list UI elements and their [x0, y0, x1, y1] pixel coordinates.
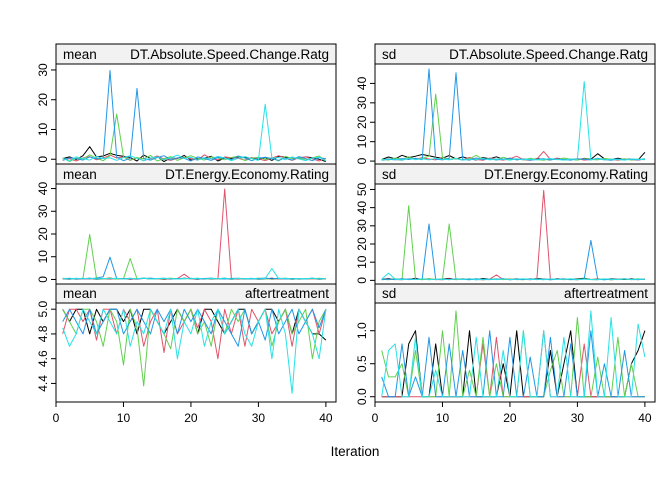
y-tick-label: 10	[36, 250, 50, 264]
x-tick-label: 30	[252, 411, 266, 425]
strip-stat-label: mean	[63, 167, 97, 182]
x-tick-label: 40	[638, 411, 652, 425]
x-tick-label: 10	[436, 411, 450, 425]
panel-sd-dt-absolute-speed-change-ratg: sd DT.Absolute.Speed.Change.Ratg 0 10 20 30 40	[355, 43, 656, 165]
panel-area	[56, 64, 336, 164]
y-tick-label: 30	[355, 219, 369, 233]
strip-variable-label: DT.Absolute.Speed.Change.Ratg	[130, 47, 329, 62]
panel-area	[375, 184, 655, 284]
y-axis: 0 10 20 30 40 50	[355, 182, 375, 284]
x-tick-label: 20	[503, 411, 517, 425]
y-tick-label: 20	[36, 227, 50, 241]
panel-area	[56, 184, 336, 284]
y-tick-label: 0.0	[355, 388, 369, 405]
y-axis: 0 10 20 30 40	[355, 76, 375, 164]
series-line-5	[381, 81, 645, 161]
strip-stat-label: sd	[382, 286, 396, 301]
panel-mean-dt-energy-economy-rating: mean DT.Energy.Economy.Rating 0 10 20 30 40	[36, 163, 337, 285]
y-tick-label: 0	[355, 277, 369, 284]
y-tick-label: 20	[355, 237, 369, 251]
x-axis-title: Iteration	[331, 444, 380, 459]
y-tick-label: 0.5	[355, 355, 369, 372]
series-line-5	[381, 310, 646, 398]
series-line-5	[381, 272, 645, 281]
panel-frame	[55, 302, 337, 403]
y-axis: 0 10 20 30	[36, 63, 56, 163]
x-tick-label: 20	[184, 411, 198, 425]
strip-variable-label: aftertreatment	[564, 286, 648, 301]
x-tick-label: 40	[319, 411, 333, 425]
y-tick-label: 30	[36, 63, 50, 77]
y-tick-label: 30	[36, 204, 50, 218]
y-tick-label: 40	[355, 201, 369, 215]
y-tick-label: 10	[36, 122, 50, 136]
strip-stat-label: sd	[382, 167, 396, 182]
y-tick-label: 4.8	[36, 325, 50, 342]
panel-area	[375, 64, 655, 164]
x-tick-label: 0	[372, 411, 379, 425]
y-tick-label: 20	[36, 93, 50, 107]
x-tick-label: 10	[117, 411, 131, 425]
y-tick-label: 0	[36, 156, 50, 163]
strip-stat-label: sd	[382, 47, 396, 62]
y-tick-label: 40	[36, 182, 50, 196]
y-axis: 0.0 0.5 1.0	[355, 322, 375, 405]
series-line-4	[381, 330, 645, 398]
y-tick-label: 10	[355, 135, 369, 149]
strip-stat-label: mean	[63, 47, 97, 62]
y-tick-label: 4.4	[36, 375, 50, 392]
strip-variable-label: DT.Energy.Economy.Rating	[165, 167, 329, 182]
y-axis: 4.4 4.6 4.8 5.0	[36, 301, 56, 392]
y-tick-label: 0	[36, 276, 50, 283]
strip-variable-label: aftertreatment	[245, 286, 329, 301]
x-tick-label: 30	[571, 411, 585, 425]
x-axis: 0 10 20 30 40	[372, 402, 652, 425]
y-tick-label: 5.0	[36, 301, 50, 318]
panel-mean-aftertreatment: mean aftertreatment 4.4 4.6 4.8 5.0 0 10 20 30 40	[36, 283, 337, 425]
y-tick-label: 1.0	[355, 322, 369, 339]
y-tick-label: 30	[355, 96, 369, 110]
y-tick-label: 20	[355, 115, 369, 129]
series-line-5	[62, 103, 327, 162]
series-line-5	[62, 268, 326, 280]
y-tick-label: 40	[355, 76, 369, 90]
panel-grid: mean DT.Absolute.Speed.Change.Ratg 0 10 20 30…	[36, 43, 656, 425]
y-tick-label: 10	[355, 255, 369, 269]
panel-sd-dt-energy-economy-rating: sd DT.Energy.Economy.Rating 0 10 20 30 40 50	[355, 163, 656, 285]
strip-stat-label: mean	[63, 286, 97, 301]
series-line-5	[62, 308, 327, 394]
strip-variable-label: DT.Absolute.Speed.Change.Ratg	[449, 47, 648, 62]
panel-area	[56, 303, 336, 402]
y-tick-label: 0	[355, 157, 369, 164]
y-axis: 0 10 20 30 40	[36, 182, 56, 283]
panel-mean-dt-absolute-speed-change-ratg: mean DT.Absolute.Speed.Change.Ratg 0 10 20 30	[36, 43, 337, 165]
x-tick-label: 0	[53, 411, 60, 425]
y-tick-label: 4.6	[36, 350, 50, 367]
strip-variable-label: DT.Energy.Economy.Rating	[484, 167, 648, 182]
y-tick-label: 50	[355, 182, 369, 196]
x-axis: 0 10 20 30 40	[53, 402, 333, 425]
panel-frame	[374, 302, 656, 403]
panel-sd-aftertreatment: sd aftertreatment 0.0 0.5 1.0 0 10 20 30 40	[355, 283, 656, 425]
